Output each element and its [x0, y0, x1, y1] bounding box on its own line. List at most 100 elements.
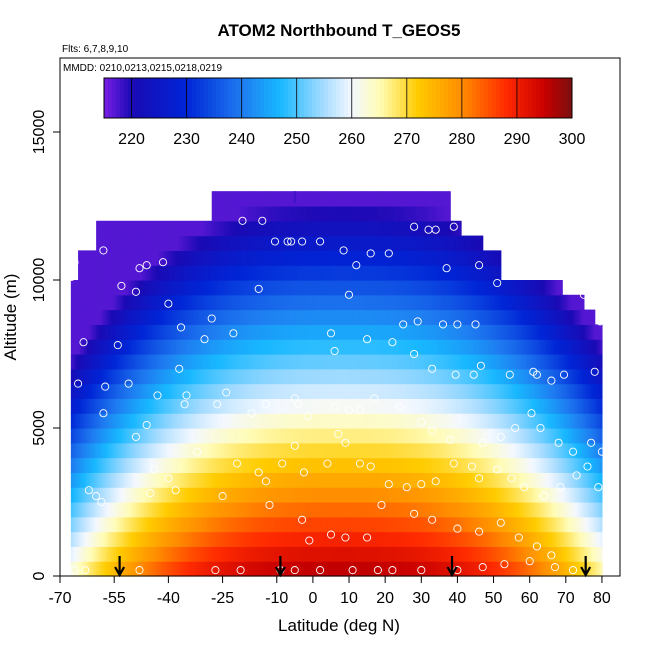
heat-cell: [372, 265, 375, 281]
heat-cell: [137, 280, 141, 296]
heat-cell: [237, 354, 240, 370]
heat-cell: [363, 383, 366, 399]
heat-cell: [381, 265, 384, 281]
heat-cell: [341, 280, 345, 296]
heat-cell: [265, 265, 269, 281]
heat-cell: [330, 428, 334, 444]
heat-cell: [222, 383, 225, 399]
heat-cell: [200, 383, 204, 399]
heat-cell: [228, 280, 231, 296]
heat-cell: [217, 442, 220, 459]
heat-cell: [415, 294, 419, 311]
heat-cell: [303, 368, 307, 385]
heat-cell: [161, 309, 164, 325]
heat-cell: [345, 428, 348, 444]
heat-cell: [296, 472, 300, 488]
heat-cell: [258, 398, 262, 414]
heat-cell: [345, 354, 348, 370]
heat-cell: [126, 265, 130, 281]
heat-cell: [240, 250, 244, 266]
heat-cell: [134, 235, 137, 251]
heat-cell: [343, 398, 347, 414]
heat-cell: [274, 487, 278, 503]
heat-cell: [179, 428, 182, 444]
heat-cell: [320, 294, 323, 311]
heat-cell: [114, 442, 117, 459]
heat-cell: [146, 487, 150, 503]
heat-cell: [325, 294, 328, 311]
heat-cell: [72, 457, 76, 473]
heat-cell: [213, 220, 216, 237]
heat-cell: [229, 220, 233, 237]
heat-cell: [269, 235, 272, 251]
heat-cell: [238, 428, 242, 444]
heat-cell: [220, 457, 224, 473]
heat-cell: [90, 354, 94, 370]
heat-cell: [220, 516, 224, 533]
heat-cell: [401, 428, 404, 444]
heat-cell: [358, 309, 361, 325]
heat-cell: [338, 368, 341, 385]
heat-cell: [153, 398, 157, 414]
heat-cell: [273, 368, 276, 385]
heat-cell: [222, 339, 225, 355]
heat-cell: [363, 220, 366, 237]
heat-cell: [190, 502, 193, 518]
heat-cell: [300, 294, 303, 311]
heat-cell: [332, 516, 336, 533]
heat-cell: [244, 516, 247, 533]
heat-cell: [72, 546, 76, 562]
heat-cell: [318, 280, 321, 296]
heat-cell: [336, 235, 339, 251]
heat-cell: [74, 280, 77, 296]
heat-cell: [303, 428, 307, 444]
heat-cell: [370, 220, 374, 237]
heat-cell: [305, 428, 309, 444]
heat-cell: [415, 457, 419, 473]
heat-cell: [235, 428, 238, 444]
heat-cell: [361, 309, 365, 325]
heat-cell: [408, 250, 412, 266]
heat-cell: [278, 294, 281, 311]
heat-cell: [184, 309, 188, 325]
heat-cell: [199, 339, 202, 355]
heat-cell: [101, 383, 104, 399]
heat-cell: [229, 531, 233, 547]
heat-cell: [121, 235, 124, 251]
heat-cell: [406, 220, 410, 237]
heat-cell: [408, 191, 412, 207]
heat-cell: [238, 472, 242, 488]
heat-cell: [168, 516, 171, 533]
heat-cell: [251, 354, 254, 370]
heat-cell: [228, 487, 231, 503]
heat-cell: [106, 546, 110, 562]
heat-cell: [231, 546, 235, 562]
heat-cell: [211, 516, 215, 533]
heat-cell: [381, 235, 384, 251]
heat-cell: [347, 265, 350, 281]
heat-cell: [204, 324, 207, 340]
heat-cell: [240, 206, 244, 222]
heat-cell: [383, 502, 386, 518]
heat-cell: [168, 250, 171, 266]
heat-cell: [110, 531, 113, 547]
heat-cell: [374, 265, 377, 281]
heat-cell: [193, 339, 197, 355]
heat-cell: [401, 531, 404, 547]
heat-cell: [298, 487, 301, 503]
heat-cell: [405, 531, 408, 547]
heat-cell: [213, 250, 216, 266]
heat-cell: [153, 413, 157, 429]
heat-cell: [161, 546, 164, 562]
heat-cell: [148, 413, 151, 429]
heat-cell: [148, 354, 151, 370]
heat-cell: [300, 280, 303, 296]
heat-cell: [173, 280, 177, 296]
heat-cell: [338, 294, 341, 311]
heat-cell: [358, 472, 361, 488]
heat-cell: [388, 442, 392, 459]
heat-cell: [415, 561, 419, 577]
heat-cell: [403, 354, 406, 370]
heat-cell: [150, 561, 153, 577]
heat-cell: [349, 487, 352, 503]
